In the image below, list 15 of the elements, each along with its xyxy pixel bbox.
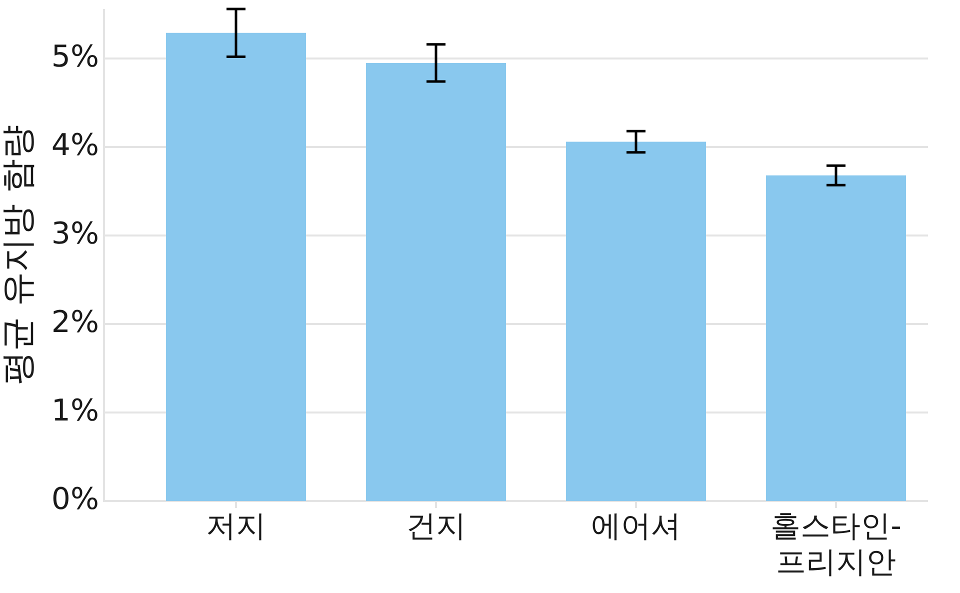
y-tick-label: 3% [51,216,99,252]
x-tick-label: 건지 [406,508,466,544]
y-tick-label: 4% [51,128,99,163]
y-tick-label: 5% [51,39,99,74]
y-axis-title: 평균 유지방 함량 [0,125,38,385]
y-tick-label: 2% [51,304,99,340]
y-tick-label: 1% [51,393,99,428]
bar [566,142,706,501]
bar [166,32,306,501]
x-tick-label: 저지 [206,508,266,544]
y-tick-label: 0% [51,482,99,517]
bar [366,62,506,501]
bar [766,175,906,501]
x-tick-label: 홀스타인-프리지안 [770,508,902,580]
x-tick-label: 에어셔 [591,508,681,544]
